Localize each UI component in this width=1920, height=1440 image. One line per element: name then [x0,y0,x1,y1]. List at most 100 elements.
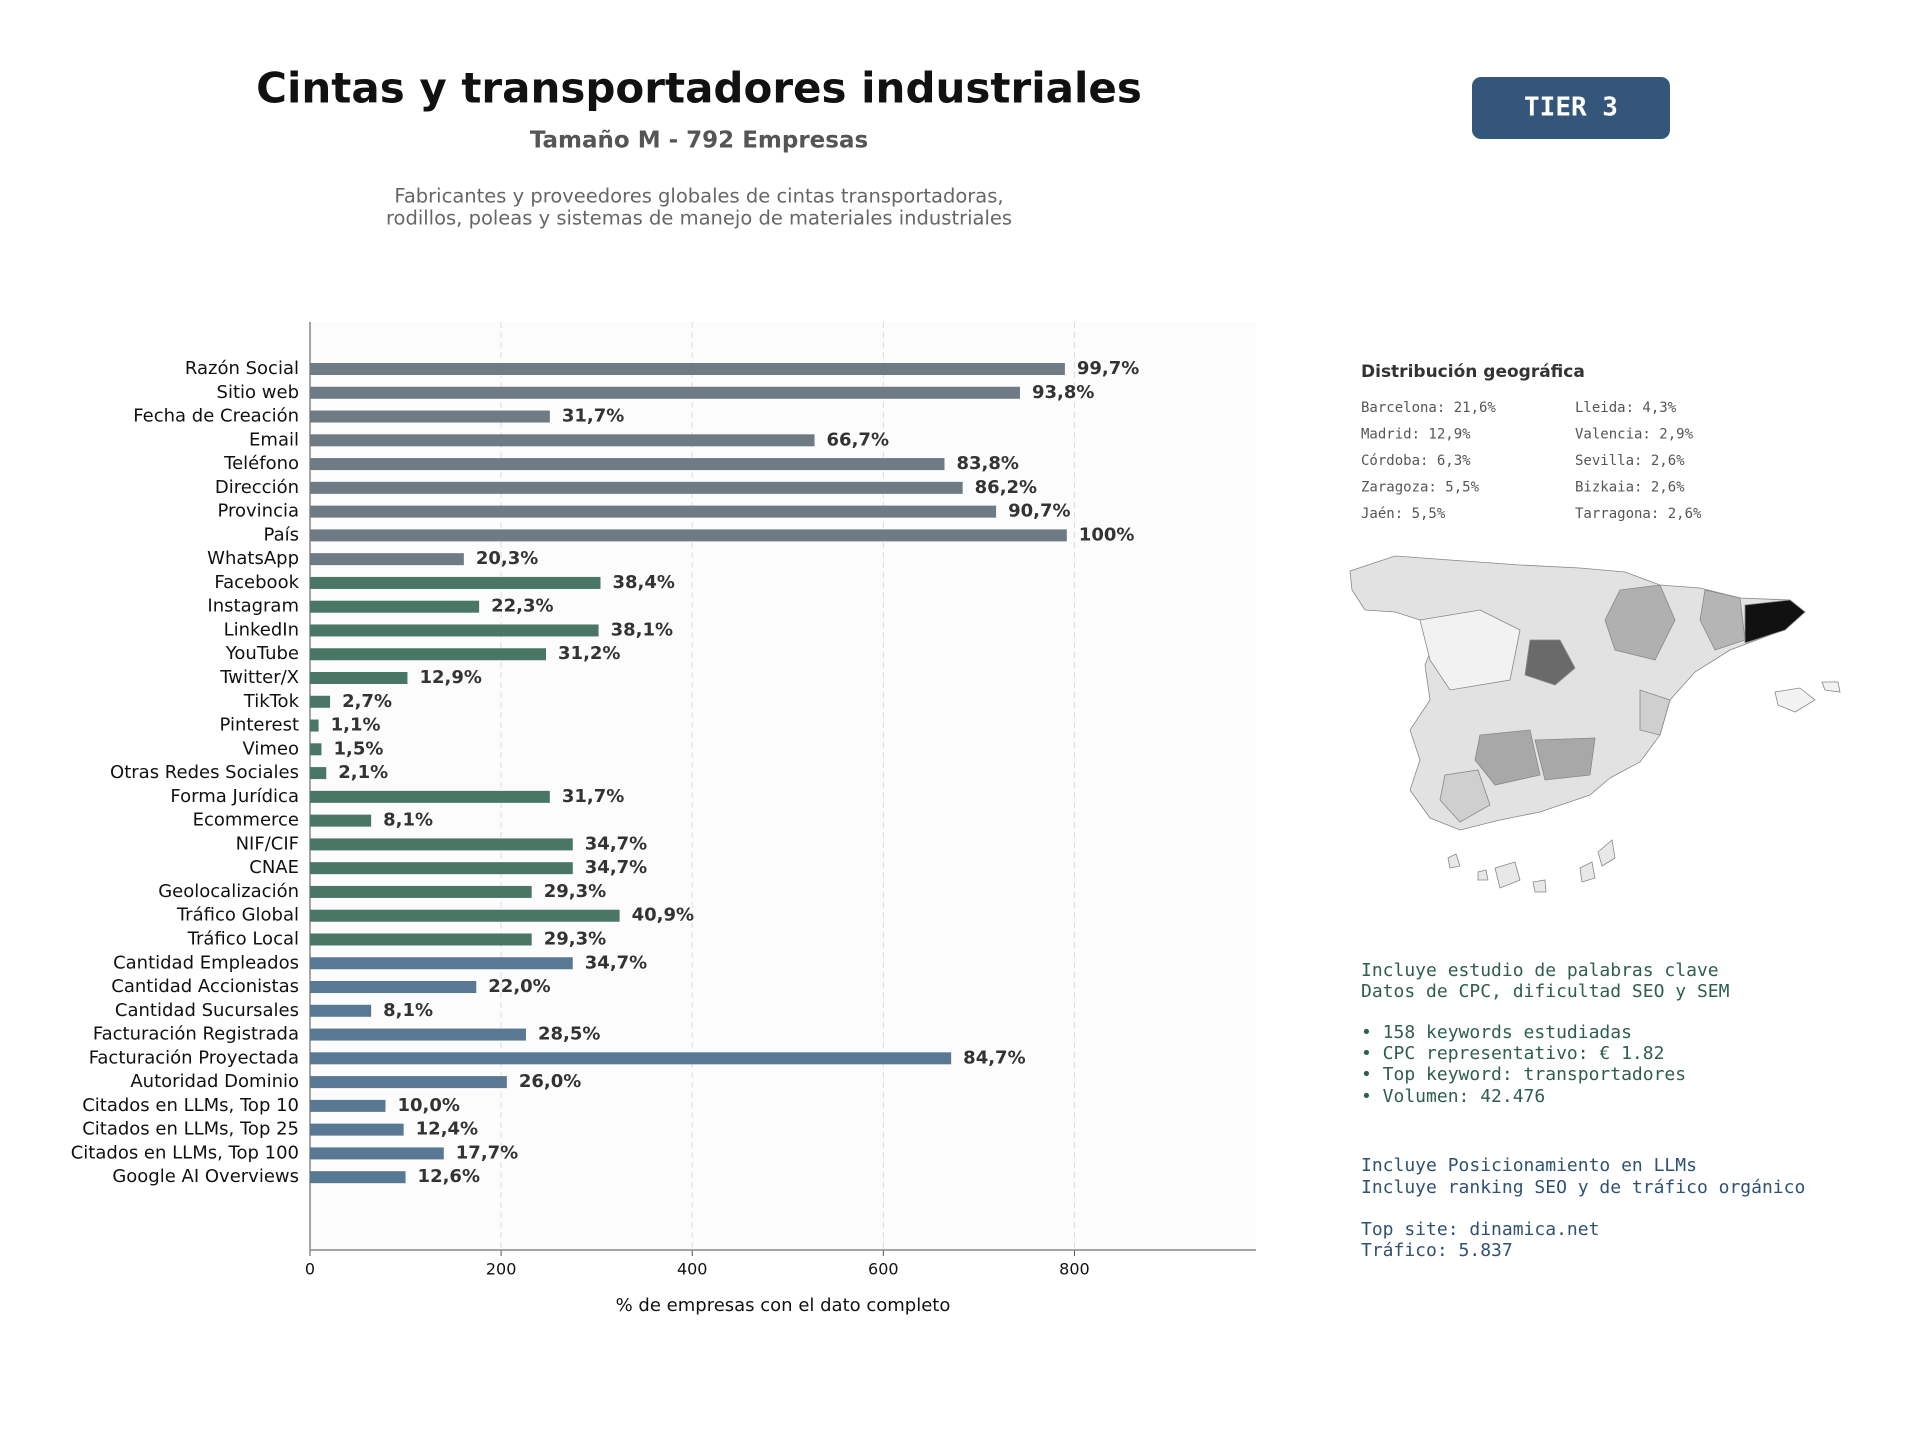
value-label: 2,1% [338,762,388,783]
bar [310,576,601,589]
seo-note: Datos de CPC, dificultad SEO y SEM [1361,981,1730,1002]
value-label: 31,7% [562,786,624,807]
seo-note: • 158 keywords estudiadas [1361,1022,1632,1043]
bar [310,1123,404,1136]
bar [310,1052,952,1065]
y-tick-label: Ecommerce [193,810,299,831]
bar [310,410,550,423]
bar [310,909,620,922]
geo-item: Sevilla: 2,6% [1575,453,1685,469]
y-tick-label: NIF/CIF [236,833,299,854]
subtitle: Tamaño M - 792 Empresas [530,128,868,154]
value-label: 90,7% [1008,501,1070,522]
value-label: 99,7% [1077,358,1139,379]
seo-note: • Top keyword: transportadores [1361,1064,1686,1085]
value-label: 34,7% [585,857,647,878]
bar [310,1147,444,1160]
bar [310,481,963,494]
seo-note: • CPC representativo: € 1.82 [1361,1043,1664,1064]
geo-item: Zaragoza: 5,5% [1361,480,1480,496]
region-cordoba [1474,729,1541,786]
value-label: 26,0% [519,1071,581,1092]
bar [310,434,815,447]
bar [310,672,408,685]
title: Cintas y transportadores industriales [256,64,1142,113]
value-label: 20,3% [476,548,538,569]
bar [310,862,573,875]
y-tick-label: LinkedIn [224,619,299,640]
value-label: 93,8% [1032,382,1094,403]
bar [310,885,532,898]
y-tick-label: Google AI Overviews [112,1166,299,1187]
bar [310,790,550,803]
value-label: 100% [1079,524,1135,545]
value-label: 17,7% [456,1142,518,1163]
geo-title: Distribución geográfica [1361,362,1585,382]
bar [310,648,547,661]
description: Fabricantes y proveedores globales de ci… [394,185,1003,208]
bar [310,1171,406,1184]
value-label: 12,4% [416,1119,478,1140]
region-sevilla [1439,769,1491,823]
value-label: 22,0% [488,976,550,997]
bar-chart: 0 200 400 600 800 % de empresas con el dato c… [71,322,1256,1316]
tier-label: TIER 3 [1524,93,1618,123]
value-label: 10,0% [397,1095,459,1116]
y-tick-label: Tráfico Local [187,928,299,949]
y-tick-label: Tráfico Global [176,905,299,926]
y-tick-label: Pinterest [219,715,299,736]
y-tick-label: Facturación Proyectada [89,1047,299,1068]
y-tick-label: Forma Jurídica [170,786,299,807]
value-label: 1,5% [333,738,383,759]
y-tick-label: Citados en LLMs, Top 100 [71,1142,299,1163]
y-tick-label: País [264,524,299,545]
geo-item: Madrid: 12,9% [1361,427,1471,443]
y-tick-label: WhatsApp [207,548,299,569]
geo-list: Barcelona: 21,6% Madrid: 12,9% Córdoba: 6,… [1361,400,1702,522]
x-tick-label: 600 [868,1260,899,1279]
bar [310,363,1065,375]
value-label: 66,7% [827,429,889,450]
value-label: 34,7% [585,833,647,854]
y-tick-label: Cantidad Sucursales [115,1000,299,1021]
bar [310,981,477,994]
y-tick-label: YouTube [225,643,299,664]
bar [310,1076,507,1089]
y-tick-label: Razón Social [185,358,299,379]
bar [310,933,532,946]
value-label: 8,1% [383,1000,433,1021]
bar [310,505,997,518]
bar [310,838,573,851]
value-label: 8,1% [383,810,433,831]
region-zaragoza [1604,584,1676,661]
seo-note: • Volumen: 42.476 [1361,1086,1545,1107]
bar [310,767,327,780]
y-tick-label: Facturación Registrada [93,1024,299,1045]
value-label: 28,5% [538,1024,600,1045]
bar [310,814,372,827]
value-label: 40,9% [632,905,694,926]
y-tick-label: Geolocalización [158,881,299,902]
region-madrid [1524,639,1576,686]
y-tick-label: Facebook [214,572,299,593]
llm-note: Incluye Posicionamiento en LLMs [1361,1155,1697,1176]
geo-item: Valencia: 2,9% [1575,427,1694,443]
region-jaen [1534,737,1596,781]
bar [310,458,945,471]
value-label: 86,2% [975,477,1037,498]
geo-item: Tarragona: 2,6% [1575,506,1702,522]
bar [310,719,319,732]
seo-note: Incluye estudio de palabras clave [1361,960,1719,981]
x-tick-label: 400 [677,1260,708,1279]
x-tick-label: 200 [486,1260,517,1279]
canarias [1447,839,1616,893]
y-tick-label: Sitio web [217,382,299,403]
y-tick-label: Cantidad Empleados [113,952,299,973]
description: rodillos, poleas y sistemas de manejo de… [386,207,1012,230]
y-tick-label: Citados en LLMs, Top 25 [82,1119,299,1140]
y-tick-label: Teléfono [223,453,299,474]
y-tick-label: Provincia [217,501,299,522]
bar [310,957,573,970]
bar [310,1099,386,1112]
